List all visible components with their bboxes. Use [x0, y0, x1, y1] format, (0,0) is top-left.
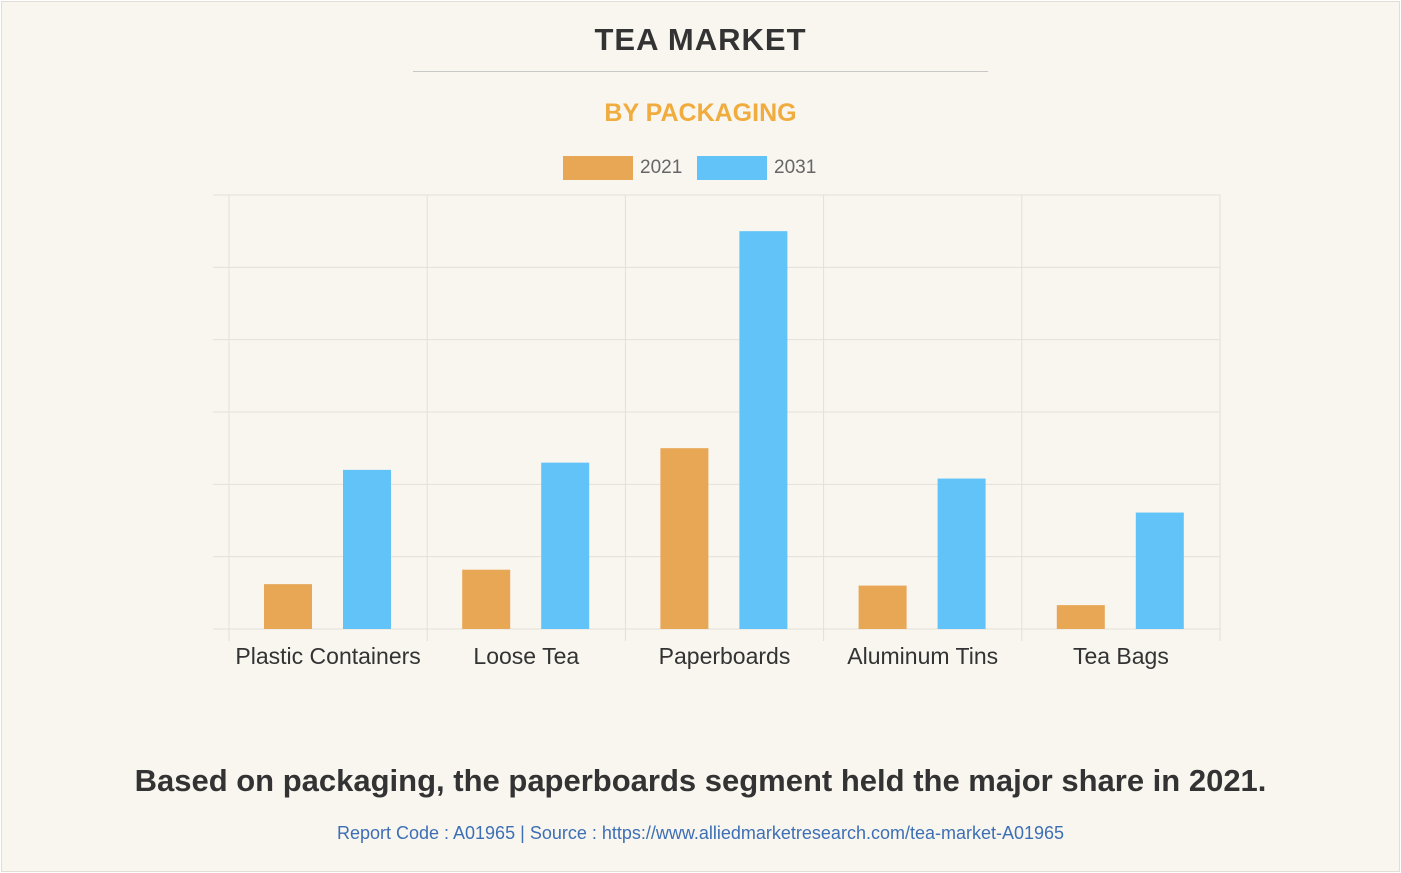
source-footer: Report Code : A01965 | Source : https://… [0, 823, 1401, 844]
bar-2031-3 [937, 478, 986, 629]
bar-2031-2 [739, 231, 788, 629]
chart-caption: Based on packaging, the paperboards segm… [134, 763, 1267, 798]
bar-2021-0 [264, 584, 312, 629]
source-link[interactable]: Source : https://www.alliedmarketresearc… [529, 823, 1065, 843]
bar-2031-0 [343, 469, 391, 629]
report-code-link[interactable]: Report Code : A01965 [336, 823, 516, 843]
x-tick-label: Aluminum Tins [847, 643, 998, 669]
legend-swatch-2021 [563, 156, 633, 180]
legend-item-2031[interactable]: 2031 [697, 154, 827, 180]
x-tick-label: Loose Tea [473, 643, 579, 669]
bar-2021-1 [462, 569, 511, 629]
legend-swatch-2031 [697, 156, 767, 180]
x-tick-label: Tea Bags [1073, 643, 1169, 669]
bar-2021-4 [1056, 605, 1105, 629]
title-divider [413, 71, 988, 72]
bar-2021-2 [660, 448, 709, 629]
footer-separator: | [520, 823, 525, 843]
legend-label-2021: 2021 [640, 157, 683, 178]
x-tick-label: Paperboards [659, 643, 791, 669]
legend-item-2021[interactable]: 2021 [563, 154, 693, 180]
bar-2031-4 [1135, 512, 1184, 629]
bar-2021-3 [858, 585, 907, 629]
legend-label-2031: 2031 [774, 157, 817, 178]
bar-2031-1 [541, 462, 590, 629]
page-title: TEA MARKET [594, 22, 807, 57]
x-tick-label: Plastic Containers [235, 643, 420, 669]
chart-subtitle: BY PACKAGING [604, 99, 797, 127]
